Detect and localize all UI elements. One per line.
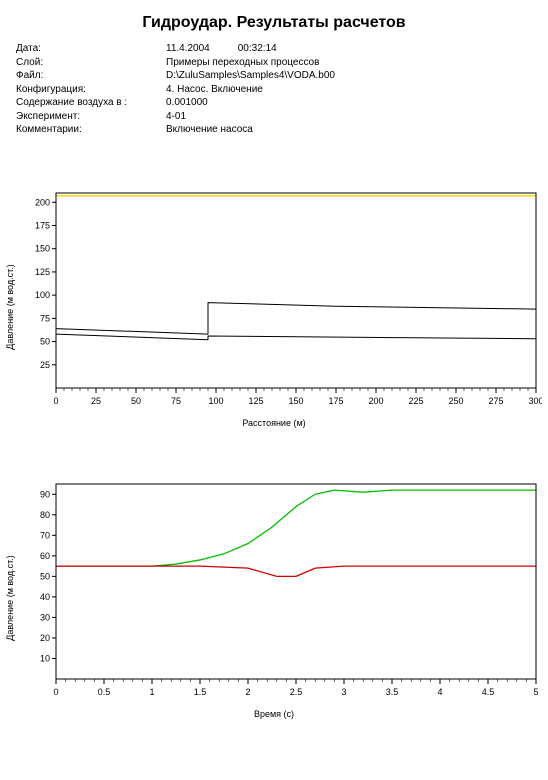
svg-text:20: 20 <box>40 632 50 642</box>
svg-text:0: 0 <box>53 396 58 406</box>
chart2-xlabel: Время (с) <box>16 709 532 719</box>
metadata-block: Дата:11.4.200400:32:14Слой:Примеры перех… <box>16 42 532 137</box>
svg-text:225: 225 <box>408 396 423 406</box>
svg-text:2: 2 <box>245 687 250 697</box>
svg-text:80: 80 <box>40 509 50 519</box>
page-title: Гидроудар. Результаты расчетов <box>16 14 532 32</box>
svg-text:50: 50 <box>131 396 141 406</box>
svg-text:150: 150 <box>288 396 303 406</box>
meta-label: Дата: <box>16 42 166 56</box>
chart2-plot: 10 20 30 40 50 60 70 80 90 0 0.5 1 1.5 2 2.5 3 3.5 4 4.5 5 <box>16 478 542 707</box>
svg-text:60: 60 <box>40 550 50 560</box>
meta-value: Примеры переходных процессов <box>166 56 319 70</box>
chart1-plot: 25 50 75 100 125 150 175 200 0 25 50 75 100 125 150 175… <box>16 187 542 416</box>
svg-text:100: 100 <box>35 290 50 300</box>
svg-text:50: 50 <box>40 571 50 581</box>
meta-row: Конфигурация:4. Насос. Включение <box>16 83 532 97</box>
chart1-ylabel: Давление (м вод.ст.) <box>5 264 15 349</box>
svg-text:175: 175 <box>35 220 50 230</box>
meta-row: Дата:11.4.200400:32:14 <box>16 42 532 56</box>
svg-text:75: 75 <box>171 396 181 406</box>
svg-text:4.5: 4.5 <box>482 687 495 697</box>
meta-label: Слой: <box>16 56 166 70</box>
svg-text:250: 250 <box>448 396 463 406</box>
svg-text:1: 1 <box>149 687 154 697</box>
svg-text:200: 200 <box>35 197 50 207</box>
meta-label: Содержание воздуха в : <box>16 96 166 110</box>
meta-row: Содержание воздуха в :0.001000 <box>16 96 532 110</box>
meta-label: Эксперимент: <box>16 110 166 124</box>
svg-text:30: 30 <box>40 612 50 622</box>
svg-text:10: 10 <box>40 653 50 663</box>
meta-value: D:\ZuluSamples\Samples4\VODA.b00 <box>166 69 335 83</box>
meta-value: Включение насоса <box>166 123 253 137</box>
chart-distance: Давление (м вод.ст.) 2550751001251501752… <box>16 187 532 428</box>
chart2-ylabel: Давление (м вод.ст.) <box>5 555 15 640</box>
svg-text:25: 25 <box>91 396 101 406</box>
svg-text:300: 300 <box>528 396 542 406</box>
svg-text:3: 3 <box>341 687 346 697</box>
svg-text:90: 90 <box>40 489 50 499</box>
svg-text:2.5: 2.5 <box>290 687 303 697</box>
svg-text:0: 0 <box>53 687 58 697</box>
svg-text:275: 275 <box>488 396 503 406</box>
svg-text:75: 75 <box>40 313 50 323</box>
svg-text:3.5: 3.5 <box>386 687 399 697</box>
meta-row: Файл:D:\ZuluSamples\Samples4\VODA.b00 <box>16 69 532 83</box>
svg-text:200: 200 <box>368 396 383 406</box>
svg-text:50: 50 <box>40 336 50 346</box>
svg-text:175: 175 <box>328 396 343 406</box>
svg-text:40: 40 <box>40 591 50 601</box>
svg-text:1.5: 1.5 <box>194 687 207 697</box>
meta-value: 4. Насос. Включение <box>166 83 263 97</box>
chart-time: Давление (м вод.ст.) 1020304050607080900… <box>16 478 532 719</box>
svg-text:4: 4 <box>437 687 442 697</box>
svg-text:0.5: 0.5 <box>98 687 111 697</box>
meta-value: 11.4.200400:32:14 <box>166 42 277 56</box>
meta-row: Эксперимент:4-01 <box>16 110 532 124</box>
svg-text:100: 100 <box>208 396 223 406</box>
meta-row: Слой:Примеры переходных процессов <box>16 56 532 70</box>
meta-row: Комментарии:Включение насоса <box>16 123 532 137</box>
meta-label: Комментарии: <box>16 123 166 137</box>
svg-text:25: 25 <box>40 359 50 369</box>
svg-text:150: 150 <box>35 243 50 253</box>
meta-label: Конфигурация: <box>16 83 166 97</box>
meta-label: Файл: <box>16 69 166 83</box>
meta-value: 0.001000 <box>166 96 208 110</box>
svg-text:125: 125 <box>248 396 263 406</box>
chart1-xlabel: Расстояние (м) <box>16 418 532 428</box>
meta-value: 4-01 <box>166 110 186 124</box>
svg-text:125: 125 <box>35 266 50 276</box>
svg-text:5: 5 <box>533 687 538 697</box>
svg-text:70: 70 <box>40 530 50 540</box>
